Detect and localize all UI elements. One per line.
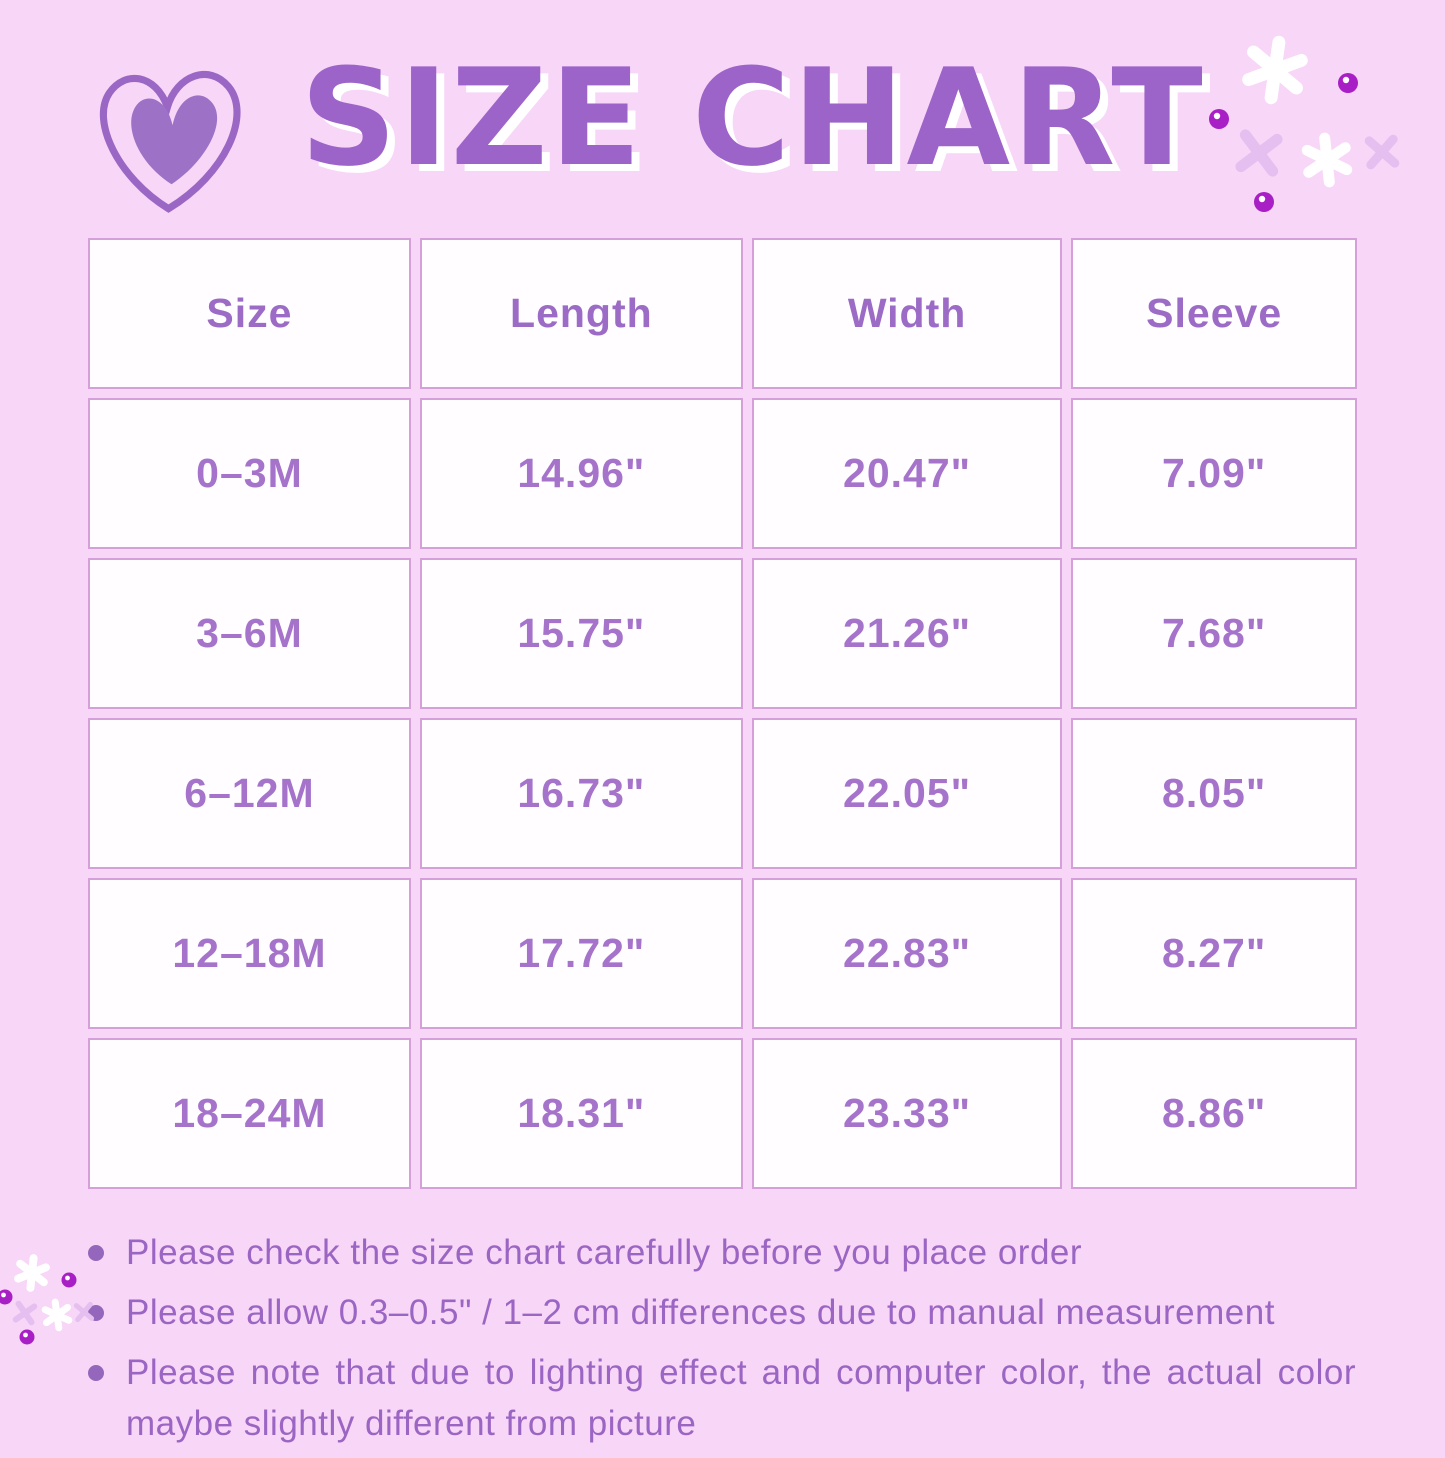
size-cell: 18–24M <box>88 1038 411 1189</box>
note-text: Please check the size chart carefully be… <box>126 1233 1083 1272</box>
notes-list: Please check the size chart carefully be… <box>88 1227 1356 1458</box>
bullet-icon <box>88 1245 104 1261</box>
bullet-icon <box>88 1305 104 1321</box>
length-cell: 17.72" <box>419 878 743 1029</box>
heart-doodle-icon <box>80 48 258 226</box>
header: SIZE CHART <box>0 0 1445 235</box>
length-cell: 18.31" <box>419 1038 743 1189</box>
size-cell: 12–18M <box>88 878 411 1029</box>
length-cell: 14.96" <box>419 398 743 549</box>
sleeve-cell: 8.86" <box>1071 1038 1357 1189</box>
note-text: Please allow 0.3–0.5" / 1–2 cm differenc… <box>126 1293 1275 1332</box>
dot-icon <box>1254 192 1274 212</box>
table-header-row: Size Length Width Sleeve <box>88 238 1357 389</box>
dot-icon <box>61 1272 77 1288</box>
header-sleeve: Sleeve <box>1071 238 1357 389</box>
sleeve-cell: 7.68" <box>1071 558 1357 709</box>
length-cell: 16.73" <box>419 718 743 869</box>
size-cell: 3–6M <box>88 558 411 709</box>
page-title: SIZE CHART <box>300 40 1205 196</box>
header-length: Length <box>419 238 743 389</box>
size-cell: 6–12M <box>88 718 411 869</box>
table-row: 18–24M 18.31" 23.33" 8.86" <box>88 1038 1357 1189</box>
sleeve-cell: 7.09" <box>1071 398 1357 549</box>
width-cell: 21.26" <box>751 558 1063 709</box>
width-cell: 22.05" <box>751 718 1063 869</box>
note-item: Please note that due to lighting effect … <box>88 1347 1356 1449</box>
x-mark-icon <box>12 1300 38 1326</box>
header-size: Size <box>88 238 411 389</box>
bullet-icon <box>88 1365 104 1381</box>
sleeve-cell: 8.27" <box>1071 878 1357 1029</box>
header-width: Width <box>751 238 1063 389</box>
note-item: Please allow 0.3–0.5" / 1–2 cm differenc… <box>88 1287 1356 1338</box>
sparkle-star-icon <box>14 1254 50 1292</box>
table-row: 3–6M 15.75" 21.26" 7.68" <box>88 558 1357 709</box>
note-text: Please note that due to lighting effect … <box>126 1353 1356 1443</box>
size-cell: 0–3M <box>88 398 411 549</box>
table-row: 6–12M 16.73" 22.05" 8.05" <box>88 718 1357 869</box>
table-row: 12–18M 17.72" 22.83" 8.27" <box>88 878 1357 1029</box>
sleeve-cell: 8.05" <box>1071 718 1357 869</box>
dot-icon <box>19 1329 35 1345</box>
sparkle-star-icon <box>41 1298 73 1332</box>
width-cell: 20.47" <box>751 398 1063 549</box>
width-cell: 22.83" <box>751 878 1063 1029</box>
table-row: 0–3M 14.96" 20.47" 7.09" <box>88 398 1357 549</box>
size-chart-table: Size Length Width Sleeve 0–3M 14.96" 20.… <box>79 229 1366 1198</box>
note-item: Please check the size chart carefully be… <box>88 1227 1356 1278</box>
dot-icon <box>0 1289 13 1305</box>
length-cell: 15.75" <box>419 558 743 709</box>
width-cell: 23.33" <box>751 1038 1063 1189</box>
